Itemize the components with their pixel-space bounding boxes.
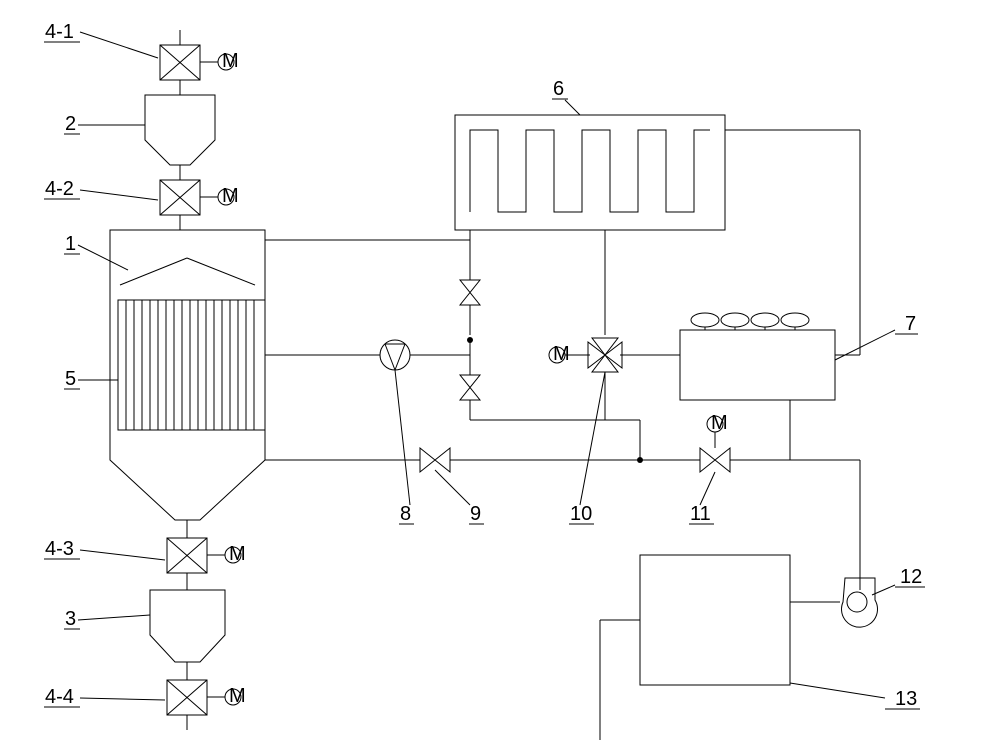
valve-9	[265, 420, 700, 472]
valve-4-3: M	[167, 520, 246, 590]
svg-text:M: M	[553, 343, 570, 365]
tube-bundle-5	[118, 300, 265, 430]
label-3: 3	[65, 608, 76, 630]
coil-6	[455, 115, 725, 230]
box-13	[600, 555, 790, 740]
svg-text:M: M	[222, 50, 239, 72]
label-4-3: 4-3	[45, 538, 74, 560]
label-10: 10	[570, 503, 592, 525]
schematic-diagram: M M	[0, 0, 1000, 745]
label-13: 13	[895, 688, 917, 710]
svg-text:M: M	[222, 185, 239, 207]
label-1: 1	[65, 233, 76, 255]
cooler-7	[680, 130, 860, 400]
label-2: 2	[65, 113, 76, 135]
vessel-1	[110, 230, 265, 520]
valve-4-2: M	[160, 180, 239, 230]
valve-4-1: M	[160, 30, 239, 95]
valve-4-4: M	[167, 680, 246, 730]
label-12: 12	[900, 566, 922, 588]
pump-8	[265, 340, 470, 370]
svg-text:M: M	[229, 543, 246, 565]
blower-12	[790, 578, 878, 627]
manual-valves	[460, 230, 480, 420]
svg-text:M: M	[711, 412, 728, 434]
hopper-3	[150, 590, 225, 680]
label-4-4: 4-4	[45, 686, 74, 708]
valve-10: M	[470, 230, 680, 420]
svg-text:M: M	[229, 685, 246, 707]
label-9: 9	[470, 503, 481, 525]
label-8: 8	[400, 503, 411, 525]
label-11: 11	[690, 503, 711, 525]
label-4-2: 4-2	[45, 178, 74, 200]
leader-lines	[78, 32, 895, 700]
label-5: 5	[65, 368, 76, 390]
label-4-1: 4-1	[45, 21, 74, 43]
valve-11: M	[700, 400, 835, 472]
label-6: 6	[553, 78, 564, 100]
label-7: 7	[905, 313, 916, 335]
labels: 4-1 2 4-2 1 5 4-3 3 4-4 6 7 8 9 10 11 12…	[44, 21, 925, 710]
hopper-2	[145, 95, 215, 180]
